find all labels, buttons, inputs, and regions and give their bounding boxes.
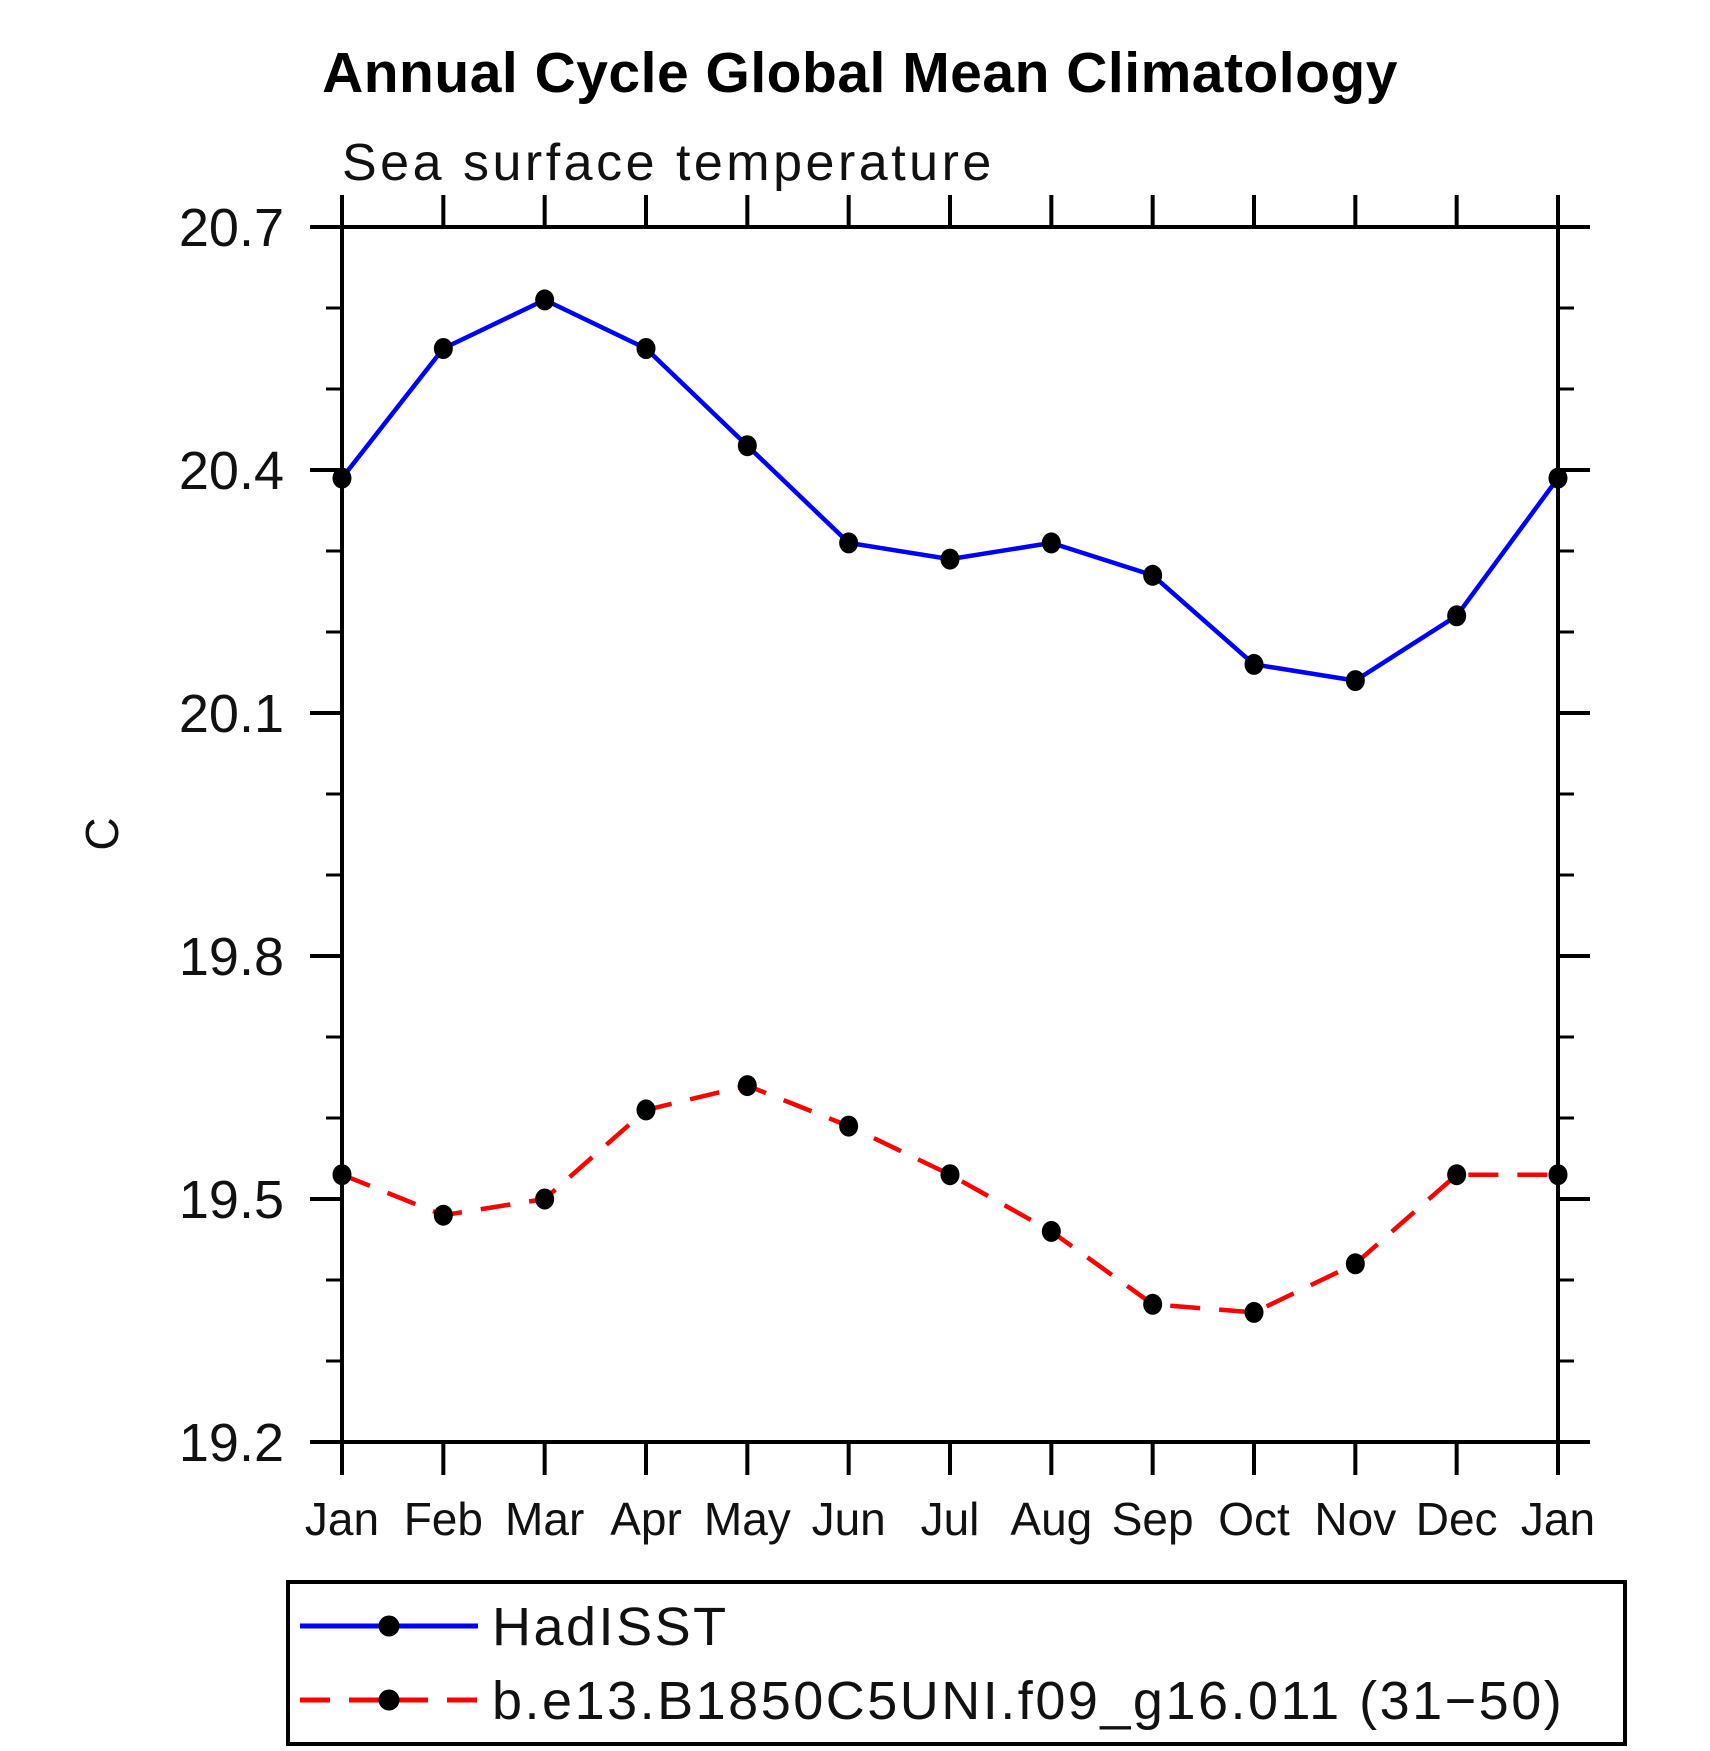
series-marker-0 xyxy=(636,338,656,359)
series-marker-1 xyxy=(839,1115,859,1137)
y-axis-ticks: 19.2 19.5 19.8 20.1 20.4 20.7 xyxy=(179,198,1590,1473)
series-marker-0 xyxy=(839,532,859,554)
chart-subtitle: Sea surface temperature xyxy=(342,134,995,192)
series-marker-0 xyxy=(737,435,757,457)
series-line-0 xyxy=(340,297,1560,683)
legend-label-model: b.e13.B1850C5UNI.f09_g16.011 (31−50) xyxy=(492,1671,1564,1731)
series-marker-1 xyxy=(332,1164,352,1186)
series-line-1 xyxy=(341,1083,1558,1315)
y-axis-unit-label: C xyxy=(76,817,128,850)
x-tick-label: Oct xyxy=(1218,1493,1290,1545)
x-tick-label: May xyxy=(704,1493,791,1545)
x-tick-label: Jun xyxy=(812,1493,886,1545)
legend-marker-icon xyxy=(378,1615,400,1637)
series-marker-1 xyxy=(737,1075,757,1097)
y-tick-label: 20.7 xyxy=(179,198,284,258)
series-marker-1 xyxy=(940,1164,960,1186)
x-tick-label: Sep xyxy=(1112,1493,1194,1545)
series-marker-0 xyxy=(1447,605,1467,627)
series-marker-1 xyxy=(535,1188,555,1210)
x-tick-label: Jul xyxy=(921,1493,980,1545)
y-tick-label: 20.1 xyxy=(179,684,284,744)
series-marker-1 xyxy=(1041,1220,1061,1242)
series-marker-1 xyxy=(1345,1253,1365,1275)
series-marker-0 xyxy=(1345,670,1365,692)
legend-entry-model: b.e13.B1850C5UNI.f09_g16.011 (31−50) xyxy=(300,1671,1564,1731)
data-series xyxy=(332,289,1568,1323)
x-tick-label: Jan xyxy=(1521,1493,1595,1545)
x-tick-label: Mar xyxy=(505,1493,584,1545)
series-marker-1 xyxy=(433,1204,453,1226)
series-marker-1 xyxy=(1244,1301,1264,1323)
y-tick-label: 19.5 xyxy=(179,1170,284,1230)
x-tick-label: Jan xyxy=(305,1493,379,1545)
series-marker-1 xyxy=(1143,1293,1163,1315)
legend: HadISST b.e13.B1850C5UNI.f09_g16.011 (31… xyxy=(286,1580,1627,1746)
series-marker-0 xyxy=(433,338,453,359)
series-marker-0 xyxy=(1143,564,1163,586)
y-tick-label: 19.8 xyxy=(179,927,284,987)
series-marker-1 xyxy=(636,1099,656,1121)
y-tick-label: 20.4 xyxy=(179,441,284,501)
series-marker-0 xyxy=(535,289,555,311)
series-marker-0 xyxy=(1244,653,1264,675)
legend-box xyxy=(286,1580,1627,1746)
x-axis-ticks: Jan Feb Mar Apr May Jun Jul Aug Sep Oct Nov Dec Jan xyxy=(305,195,1595,1545)
legend-entry-hadisst: HadISST xyxy=(300,1597,729,1657)
y-tick-label: 19.2 xyxy=(179,1413,284,1473)
series-marker-0 xyxy=(332,467,352,489)
series-marker-1 xyxy=(1548,1164,1568,1186)
legend-marker-icon xyxy=(378,1689,400,1711)
plot-frame xyxy=(340,225,1560,1444)
series-marker-0 xyxy=(1548,467,1568,489)
x-tick-label: Feb xyxy=(404,1493,483,1545)
series-marker-1 xyxy=(1447,1164,1467,1186)
series-marker-0 xyxy=(1041,532,1061,554)
x-tick-label: Dec xyxy=(1416,1493,1498,1545)
legend-label-hadisst: HadISST xyxy=(492,1597,729,1657)
x-tick-label: Aug xyxy=(1010,1493,1092,1545)
page-title: Annual Cycle Global Mean Climatology xyxy=(322,41,1398,105)
series-marker-0 xyxy=(940,548,960,570)
x-tick-label: Apr xyxy=(610,1493,682,1545)
x-tick-label: Nov xyxy=(1314,1493,1396,1545)
